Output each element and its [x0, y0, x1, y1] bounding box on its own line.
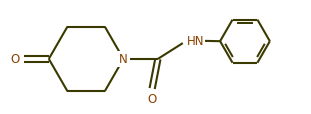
Text: N: N — [119, 53, 128, 66]
Text: HN: HN — [187, 35, 204, 48]
Text: O: O — [147, 93, 157, 105]
Text: O: O — [11, 53, 20, 66]
